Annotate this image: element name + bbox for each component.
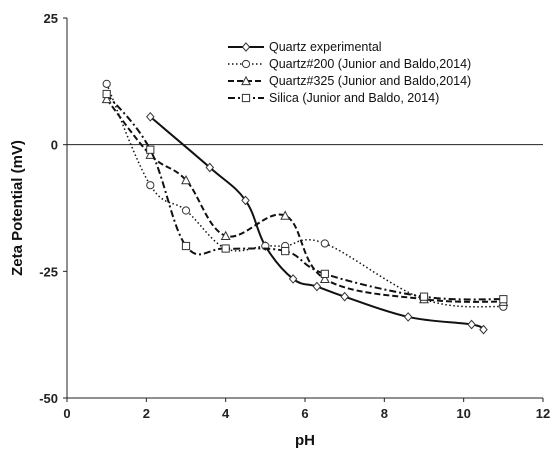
data-point xyxy=(320,269,329,278)
data-point xyxy=(181,174,191,185)
series-line xyxy=(105,93,504,301)
data-point xyxy=(102,89,111,99)
data-point xyxy=(320,239,329,248)
legend-item-4: Silica (Junior and Baldo, 2014) xyxy=(228,91,439,105)
legend-label: Quartz experimental xyxy=(269,40,382,54)
data-point xyxy=(146,111,155,122)
x-tick-label: 12 xyxy=(536,406,550,421)
data-point xyxy=(146,145,155,154)
data-point xyxy=(221,244,230,253)
data-point xyxy=(181,206,191,215)
tick-labels: 25 0 -25 -50 0 2 4 6 8 10 12 xyxy=(39,11,550,421)
data-point xyxy=(280,210,291,220)
series-4 xyxy=(102,89,508,304)
data-point xyxy=(102,79,111,88)
x-tick-label: 8 xyxy=(381,406,388,421)
data-point xyxy=(281,246,290,256)
series-line xyxy=(105,98,504,303)
data-point xyxy=(146,181,155,190)
data-point xyxy=(479,324,488,335)
series-layer xyxy=(101,79,509,335)
data-point xyxy=(241,195,250,206)
x-tick-label: 4 xyxy=(222,406,230,421)
y-tick-label: -50 xyxy=(39,391,58,406)
data-point xyxy=(499,295,508,304)
data-point xyxy=(181,241,191,251)
data-point xyxy=(319,273,330,284)
data-point xyxy=(205,162,215,173)
x-tick-label: 2 xyxy=(143,406,150,421)
series-line xyxy=(105,83,504,308)
y-tick-label: 0 xyxy=(51,138,58,153)
x-tick-label: 6 xyxy=(301,406,308,421)
axes xyxy=(63,17,544,402)
legend: Quartz experimental Quartz#200 (Junior an… xyxy=(228,40,471,105)
legend-label: Quartz#325 (Junior and Baldo,2014) xyxy=(269,74,471,88)
x-tick-label: 10 xyxy=(456,406,470,421)
y-tick-label: -25 xyxy=(39,264,58,279)
x-tick-label: 0 xyxy=(63,406,70,421)
y-tick-label: 25 xyxy=(44,11,58,26)
series-2 xyxy=(102,79,508,311)
data-point xyxy=(340,291,349,302)
data-point xyxy=(312,281,322,292)
series-line xyxy=(149,116,485,331)
legend-item-2: Quartz#200 (Junior and Baldo,2014) xyxy=(228,57,471,71)
data-point xyxy=(220,230,231,240)
data-point xyxy=(101,93,112,104)
legend-item-1: Quartz experimental xyxy=(228,40,382,54)
x-axis-label: pH xyxy=(295,432,315,449)
legend-item-3: Quartz#325 (Junior and Baldo,2014) xyxy=(228,74,471,88)
series-1 xyxy=(146,111,488,335)
legend-marker xyxy=(241,42,251,52)
data-point xyxy=(288,274,298,284)
legend-label: Silica (Junior and Baldo, 2014) xyxy=(269,91,439,105)
legend-label: Quartz#200 (Junior and Baldo,2014) xyxy=(269,57,471,71)
data-point xyxy=(419,292,429,301)
legend-marker xyxy=(241,75,251,86)
legend-marker xyxy=(241,93,251,103)
legend-marker xyxy=(241,59,251,69)
data-point xyxy=(403,312,413,322)
y-axis-label: Zeta Potential (mV) xyxy=(9,140,26,276)
data-point xyxy=(467,319,476,330)
